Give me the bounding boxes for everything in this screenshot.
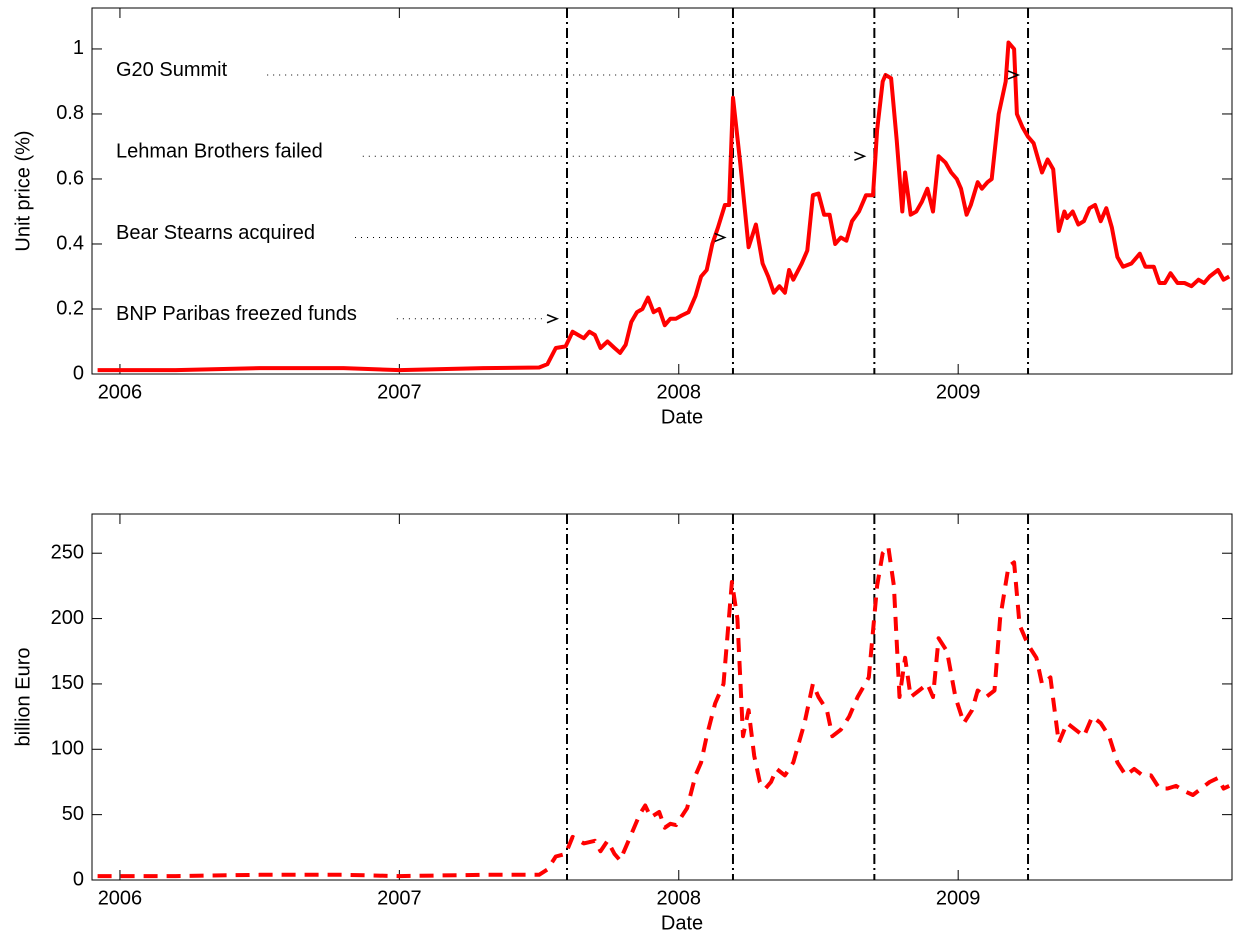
y-tick-label: 0.2 <box>56 297 84 319</box>
y-tick-label: 100 <box>51 738 84 760</box>
subplot: 0 50 100 150 200 250 2006 2007 2008 2009 Date billi… <box>12 513 1233 934</box>
y-tick-label: 0.8 <box>56 102 84 124</box>
x-axis-label: Date <box>661 406 703 428</box>
annotation-arrowhead <box>854 151 867 161</box>
y-tick-label: 0 <box>73 868 84 890</box>
x-tick-label: 2007 <box>377 381 422 403</box>
y-axis-label: Unit price (%) <box>12 130 34 251</box>
x-tick-label: 2006 <box>98 887 143 909</box>
x-tick-label: 2009 <box>936 887 981 909</box>
x-tick-label: 2009 <box>936 381 981 403</box>
y-tick-label: 1 <box>73 37 84 59</box>
x-tick-label: 2008 <box>657 381 702 403</box>
y-tick-label: 0.6 <box>56 167 84 189</box>
annotation-text: G20 Summit <box>116 59 228 81</box>
axes-frame <box>91 513 1233 881</box>
annotation-text: BNP Paribas freezed funds <box>116 303 357 325</box>
x-axis-label: Date <box>661 912 703 934</box>
data-line <box>97 544 1231 879</box>
y-tick-label: 250 <box>51 541 84 563</box>
y-tick-label: 150 <box>51 672 84 694</box>
y-tick-label: 0 <box>73 362 84 384</box>
y-axis-label: billion Euro <box>12 648 34 747</box>
x-tick-label: 2008 <box>657 887 702 909</box>
y-tick-label: 50 <box>62 803 84 825</box>
axes-frame <box>91 7 1233 375</box>
data-line <box>97 40 1231 373</box>
annotation-text: Lehman Brothers failed <box>116 141 323 163</box>
annotation-arrowhead <box>546 314 560 324</box>
x-tick-label: 2006 <box>98 381 143 403</box>
y-tick-label: 0.4 <box>56 232 84 254</box>
x-tick-label: 2007 <box>377 887 422 909</box>
annotation-arrowhead <box>714 232 727 243</box>
annotation-arrowhead <box>1007 70 1021 80</box>
y-tick-label: 200 <box>51 607 84 629</box>
subplot: 0 0.2 0.4 0.6 0.8 1 2006 2007 2008 2009 Date Unit p… <box>12 7 1233 428</box>
annotation-text: Bear Stearns acquired <box>116 222 315 244</box>
